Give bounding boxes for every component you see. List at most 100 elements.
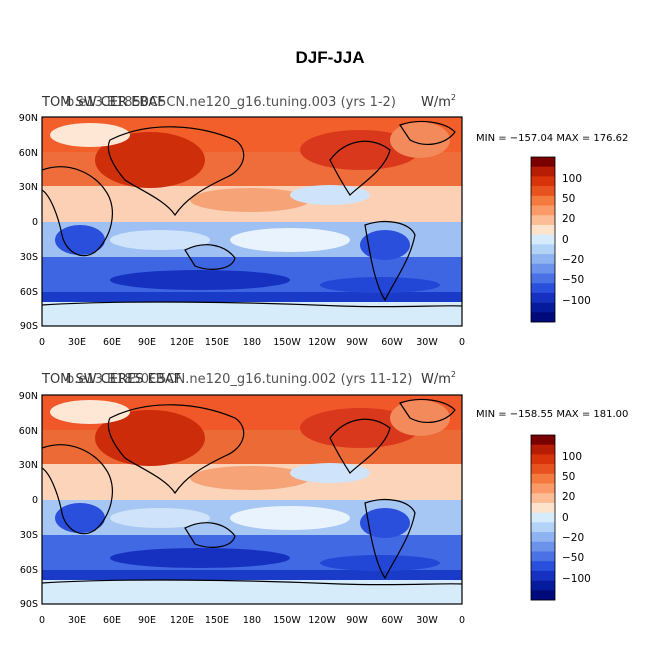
svg-text:0: 0 — [32, 217, 38, 228]
colorbar-swatch — [531, 273, 555, 284]
panel-1-map — [41, 116, 463, 327]
colorbar-swatch — [531, 283, 555, 294]
colorbar-swatches — [531, 157, 555, 323]
svg-text:60W: 60W — [381, 337, 403, 348]
svg-text:50: 50 — [562, 471, 575, 483]
svg-text:30W: 30W — [416, 615, 438, 626]
svg-text:0: 0 — [32, 495, 38, 506]
colorbar-swatch — [531, 195, 555, 206]
svg-text:30S: 30S — [20, 252, 38, 263]
colorbar-swatch — [531, 483, 555, 494]
svg-text:−50: −50 — [562, 274, 584, 286]
colorbar-swatch — [531, 493, 555, 504]
colorbar-swatch — [531, 176, 555, 187]
svg-text:150E: 150E — [205, 615, 229, 626]
colorbar-swatch — [531, 512, 555, 523]
panel-2-header-mid: b.e13.B1850C5CN.ne120_g16.tuning.002 (yr… — [66, 372, 412, 387]
svg-text:60E: 60E — [103, 615, 121, 626]
svg-text:0: 0 — [39, 337, 45, 348]
panel-1: TOM SW CER EBAF b.e13.B1850C5CN.ne120_g1… — [19, 93, 629, 348]
colorbar-swatch — [531, 454, 555, 465]
colorbar-swatch — [531, 541, 555, 552]
svg-text:180: 180 — [243, 615, 261, 626]
colorbar-swatch — [531, 292, 555, 303]
colorbar-swatch — [531, 561, 555, 572]
svg-text:−100: −100 — [562, 295, 591, 307]
colorbar-swatches — [531, 435, 555, 601]
svg-text:−20: −20 — [562, 254, 584, 266]
svg-text:−20: −20 — [562, 532, 584, 544]
colorbar-swatch — [531, 532, 555, 543]
svg-text:90E: 90E — [138, 615, 156, 626]
svg-text:30E: 30E — [68, 615, 86, 626]
panel-2-header-right: W/m2 — [421, 370, 456, 387]
svg-text:30N: 30N — [19, 182, 38, 193]
svg-text:−100: −100 — [562, 573, 591, 585]
panel-1-lon-axis: 0 30E 60E 90E 120E 150E 180 150W 120W 90… — [39, 337, 465, 348]
colorbar-swatch — [531, 302, 555, 313]
svg-text:90W: 90W — [346, 337, 368, 348]
colorbar-swatch — [531, 444, 555, 455]
panel-2-lon-axis: 0 30E 60E 90E 120E 150E 180 150W 120W 90… — [39, 615, 465, 626]
svg-text:150E: 150E — [205, 337, 229, 348]
colorbar-swatch — [531, 464, 555, 475]
panel-1-header-right: W/m2 — [421, 93, 456, 110]
svg-text:100: 100 — [562, 173, 582, 185]
svg-text:90N: 90N — [19, 113, 38, 124]
panel-1-stats: MIN = −157.04 MAX = 176.62 — [476, 133, 628, 144]
svg-text:60W: 60W — [381, 615, 403, 626]
colorbar-swatch — [531, 186, 555, 197]
svg-text:90N: 90N — [19, 391, 38, 402]
svg-text:0: 0 — [459, 337, 465, 348]
svg-text:−50: −50 — [562, 552, 584, 564]
colorbar-swatch — [531, 522, 555, 533]
svg-text:120E: 120E — [170, 615, 194, 626]
colorbar-swatch — [531, 234, 555, 245]
colorbar-swatch — [531, 263, 555, 274]
panel-2-colorbar: 100 50 20 0 −20 −50 −100 — [530, 434, 591, 601]
svg-text:60S: 60S — [20, 565, 38, 576]
svg-text:30S: 30S — [20, 530, 38, 541]
svg-text:90S: 90S — [20, 321, 38, 332]
svg-text:150W: 150W — [273, 615, 301, 626]
svg-text:150W: 150W — [273, 337, 301, 348]
colorbar-swatch — [531, 580, 555, 591]
panel-2-stats: MIN = −158.55 MAX = 181.00 — [476, 409, 628, 420]
svg-text:20: 20 — [562, 491, 575, 503]
panel-1-header-mid: b.e13.B1850C5CN.ne120_g16.tuning.003 (yr… — [66, 95, 396, 110]
svg-text:90S: 90S — [20, 599, 38, 610]
svg-text:60N: 60N — [19, 426, 38, 437]
svg-text:20: 20 — [562, 213, 575, 225]
panel-1-lat-axis: 90N 60N 30N 0 30S 60S 90S — [19, 113, 38, 332]
colorbar-swatch — [531, 166, 555, 177]
panel-2: TOM SW CERES EBAF b.e13.B1850C5CN.ne120_… — [19, 370, 629, 626]
colorbar-swatch — [531, 570, 555, 581]
colorbar-swatch — [531, 551, 555, 562]
svg-text:120W: 120W — [308, 615, 336, 626]
svg-text:60S: 60S — [20, 287, 38, 298]
figure-title: DJF-JJA — [296, 48, 365, 67]
panel-2-map — [41, 394, 463, 605]
colorbar-swatch — [531, 244, 555, 255]
svg-text:100: 100 — [562, 451, 582, 463]
colorbar-swatch — [531, 157, 555, 168]
svg-text:90E: 90E — [138, 337, 156, 348]
colorbar-swatch — [531, 205, 555, 216]
svg-text:90W: 90W — [346, 615, 368, 626]
svg-text:30N: 30N — [19, 460, 38, 471]
svg-text:0: 0 — [562, 234, 569, 246]
panel-2-lat-axis: 90N 60N 30N 0 30S 60S 90S — [19, 391, 38, 610]
colorbar-swatch — [531, 435, 555, 446]
panel-2-header-left: TOM SW CERES EBAF — [41, 372, 181, 387]
svg-text:60E: 60E — [103, 337, 121, 348]
svg-text:30W: 30W — [416, 337, 438, 348]
colorbar-swatch — [531, 590, 555, 601]
svg-text:60N: 60N — [19, 148, 38, 159]
svg-text:120E: 120E — [170, 337, 194, 348]
colorbar-swatch — [531, 473, 555, 484]
panel-1-colorbar: 100 50 20 0 −20 −50 −100 — [530, 156, 591, 323]
colorbar-swatch — [531, 502, 555, 513]
svg-text:120W: 120W — [308, 337, 336, 348]
panel-1-header-left: TOM SW CER EBAF — [41, 95, 165, 110]
